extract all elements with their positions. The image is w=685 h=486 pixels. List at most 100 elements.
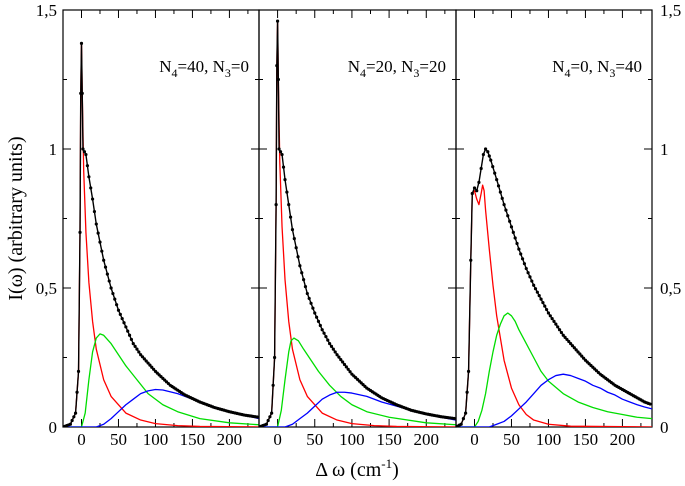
- data-point: [320, 328, 324, 332]
- x-tick-label: 150: [376, 430, 402, 449]
- data-point: [346, 367, 350, 371]
- panel-label-part: 3: [609, 66, 615, 80]
- data-point: [532, 283, 536, 287]
- data-point: [107, 279, 111, 283]
- series-group: [63, 41, 259, 427]
- panel-label-part: =20,: [366, 57, 401, 76]
- data-point: [333, 350, 337, 354]
- data-point: [548, 314, 552, 318]
- data-point: [318, 323, 322, 328]
- data-point: [465, 390, 469, 394]
- data-point: [287, 203, 291, 207]
- data-point: [335, 353, 339, 357]
- data-point: [464, 411, 468, 415]
- data-point: [509, 225, 514, 229]
- series-line-green: [259, 337, 456, 427]
- data-point: [344, 365, 348, 369]
- panel-label-part: =0,: [571, 57, 598, 76]
- data-point: [487, 154, 491, 158]
- data-point: [72, 415, 76, 419]
- data-point: [68, 422, 72, 426]
- data-point: [316, 319, 321, 323]
- data-point: [461, 417, 465, 421]
- panel-label-part: N: [348, 57, 360, 76]
- data-point: [120, 316, 124, 321]
- data-point: [459, 422, 463, 426]
- data-point: [82, 150, 87, 154]
- data-point: [305, 291, 309, 296]
- data-point: [142, 357, 146, 361]
- data-point: [511, 230, 515, 234]
- data-point: [270, 411, 274, 415]
- y-tick-label-right: 0,5: [660, 279, 681, 298]
- data-point: [481, 152, 485, 157]
- data-point: [89, 186, 93, 190]
- data-point: [76, 369, 81, 373]
- data-point: [129, 337, 134, 342]
- data-point: [280, 152, 284, 157]
- data-point: [563, 335, 567, 339]
- data-point: [264, 422, 269, 426]
- x-axis-title-close: ): [392, 459, 399, 481]
- data-point: [296, 255, 300, 259]
- panel-label-part: N: [213, 57, 225, 76]
- series-line-red: [63, 42, 259, 427]
- data-point: [150, 365, 154, 369]
- data-point: [277, 147, 281, 151]
- data-point: [329, 344, 334, 348]
- panel-label-part: =20: [419, 57, 446, 76]
- x-tick-label: 150: [180, 430, 206, 449]
- data-point: [103, 265, 108, 269]
- data-point: [79, 41, 84, 45]
- x-axis-title: Δ ω (cm-1): [315, 456, 399, 481]
- data-point: [477, 180, 481, 184]
- data-point: [470, 191, 474, 196]
- data-point: [135, 347, 139, 351]
- y-tick-label-right: 1,5: [660, 1, 681, 20]
- data-point: [73, 411, 78, 415]
- data-point: [92, 209, 97, 214]
- y-tick-label-left: 0: [49, 418, 58, 437]
- data-point: [550, 316, 554, 321]
- data-point: [137, 350, 141, 354]
- x-tick-label: 200: [610, 430, 636, 449]
- data-point: [486, 150, 490, 154]
- data-point: [469, 258, 473, 262]
- y-tick-label-right: 0: [660, 418, 669, 437]
- data-point: [84, 152, 88, 157]
- data-point: [81, 147, 85, 151]
- data-point: [528, 275, 532, 279]
- data-point: [489, 158, 493, 162]
- panel-label: N4=0, N3=40: [552, 57, 642, 80]
- panel-label-part: =40,: [178, 57, 213, 76]
- data-point: [146, 361, 150, 365]
- series-group: [456, 147, 652, 427]
- data-point: [500, 196, 504, 200]
- data-point: [475, 189, 479, 193]
- data-point: [506, 214, 510, 218]
- data-point: [324, 335, 328, 339]
- data-point: [144, 359, 148, 363]
- data-point: [533, 287, 538, 291]
- data-point: [574, 348, 578, 352]
- x-tick-label: 200: [414, 430, 440, 449]
- y-tick-label-left: 1,5: [36, 1, 57, 20]
- data-point: [273, 355, 277, 360]
- data-point: [100, 249, 104, 253]
- panel-label-part: 4: [172, 66, 178, 80]
- data-point: [278, 150, 283, 154]
- data-point: [530, 279, 534, 283]
- data-point: [113, 297, 117, 301]
- data-point: [285, 190, 289, 194]
- data-point: [303, 285, 308, 289]
- data-point: [535, 290, 539, 294]
- data-point: [524, 266, 528, 271]
- data-point: [543, 304, 547, 308]
- data-point: [85, 164, 90, 168]
- panel-label-part: =0: [231, 57, 249, 76]
- data-point: [274, 203, 278, 207]
- data-point: [275, 19, 280, 23]
- y-tick-label-left: 1: [49, 140, 58, 159]
- panel-label-part: N: [401, 57, 413, 76]
